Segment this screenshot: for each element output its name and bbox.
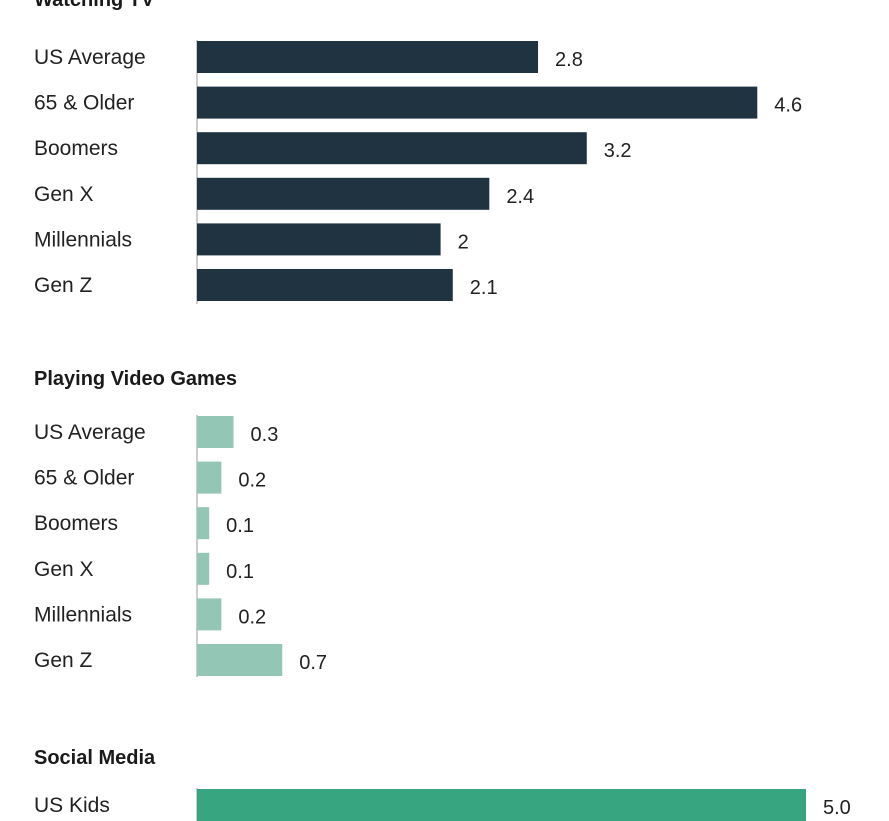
category-label: Gen Z [34, 274, 93, 297]
category-label: Gen X [34, 558, 94, 581]
chart-panel-1: Watching TV US Average 2.8 65 & Older 4.6 Boo… [34, 0, 802, 304]
category-label: US Average [34, 421, 146, 444]
bar [197, 269, 453, 301]
category-label: US Average [34, 46, 146, 69]
category-label: Gen X [34, 183, 94, 206]
data-label: 2.4 [506, 186, 534, 208]
bar [197, 789, 806, 821]
data-label: 0.1 [226, 515, 254, 537]
chart-panel-3: Social Media US Kids 5.0 [34, 747, 851, 821]
bar [197, 507, 210, 540]
bar [197, 461, 222, 494]
chart-panel-2: Playing Video Games US Average 0.3 65 & Old… [34, 368, 327, 677]
bar [197, 41, 539, 73]
data-label: 0.1 [226, 561, 254, 583]
category-label: Boomers [34, 137, 118, 160]
category-label: Gen Z [34, 649, 93, 672]
category-label: Millennials [34, 603, 132, 626]
bar [197, 177, 490, 210]
category-label: 65 & Older [34, 92, 134, 115]
bar [197, 416, 234, 448]
bar [197, 86, 758, 119]
data-label: 0.2 [238, 606, 266, 628]
data-label: 3.2 [604, 140, 632, 162]
bar [197, 552, 210, 585]
category-label: 65 & Older [34, 467, 134, 490]
category-label: Millennials [34, 228, 132, 251]
bar [197, 132, 587, 165]
data-label: 0.7 [299, 652, 327, 674]
data-label: 4.6 [774, 95, 802, 117]
data-label: 2.1 [470, 277, 498, 299]
bar [197, 644, 283, 676]
data-label: 2.8 [555, 49, 583, 71]
category-label: Boomers [34, 512, 118, 535]
data-label: 0.3 [251, 424, 279, 446]
data-label: 2 [458, 231, 469, 253]
bar [197, 598, 222, 631]
category-label: US Kids [34, 794, 110, 817]
data-label: 0.2 [238, 470, 266, 492]
panel-title: Social Media [34, 747, 156, 769]
bar [197, 223, 441, 256]
panel-title: Playing Video Games [34, 368, 237, 390]
panel-title: Watching TV [34, 0, 155, 11]
data-label: 5.0 [823, 797, 851, 819]
